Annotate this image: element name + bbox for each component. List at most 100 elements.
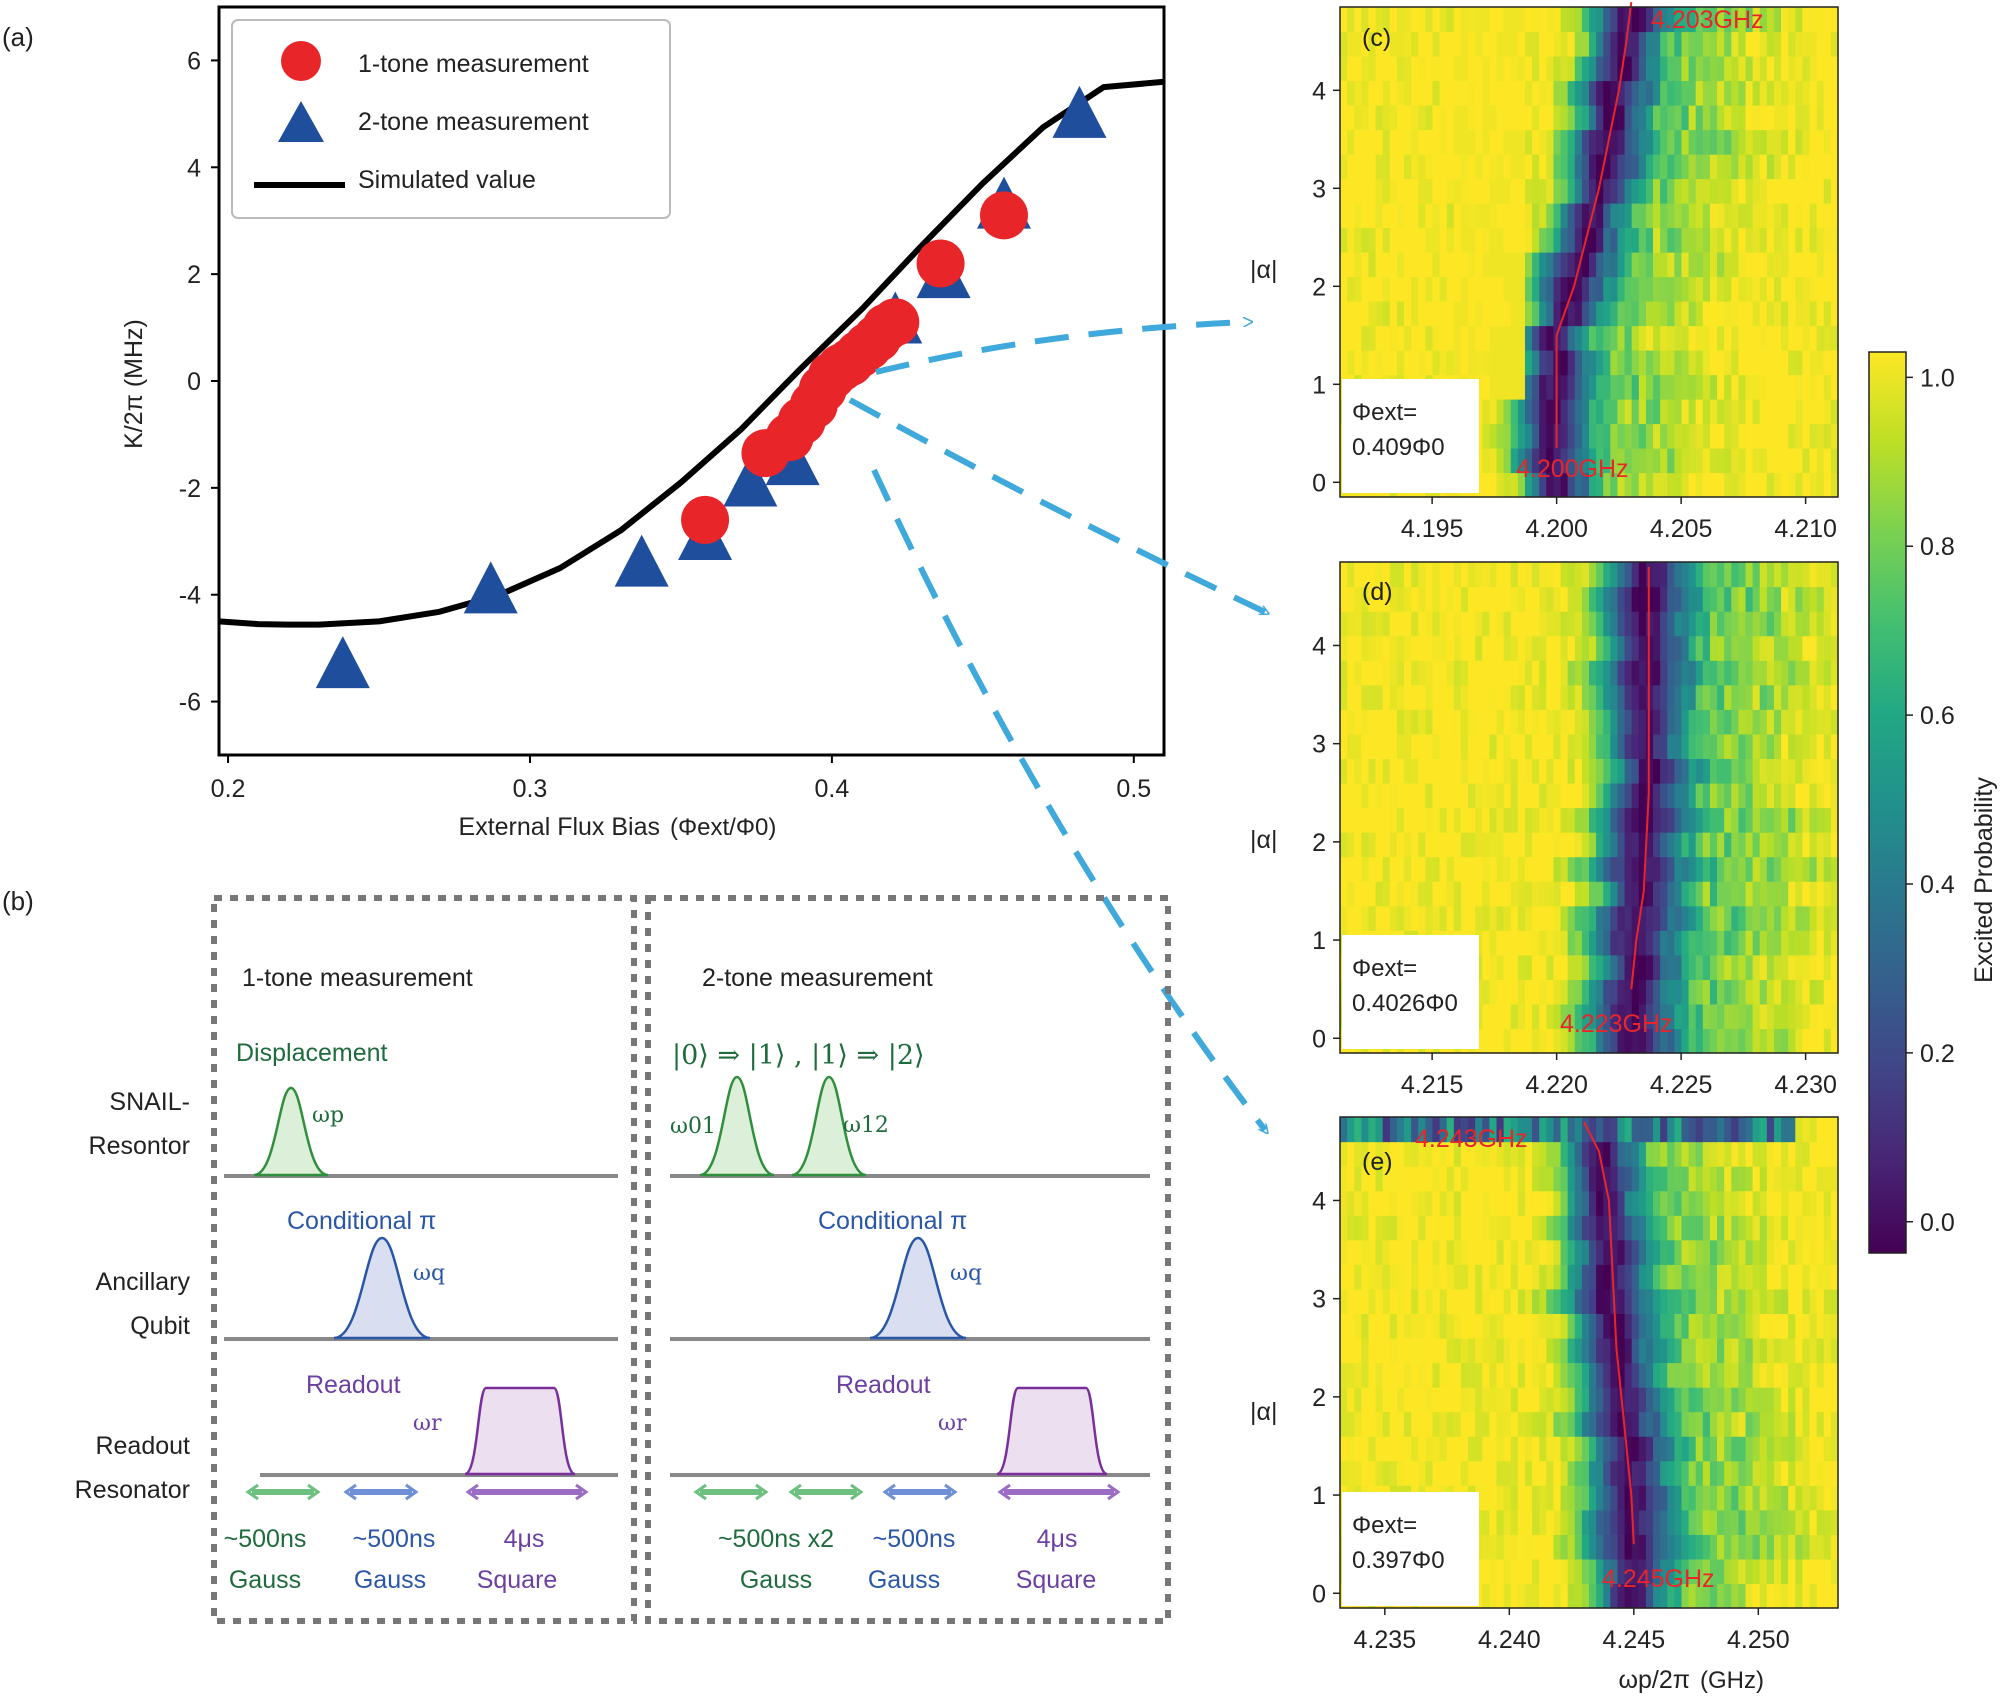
- heatmap-cell: [1532, 1387, 1540, 1413]
- heatmap-cell: [1510, 1460, 1519, 1486]
- heatmap-cell: [1482, 105, 1490, 131]
- heatmap-cell: [1660, 1215, 1668, 1241]
- heatmap-cell: [1752, 660, 1761, 686]
- heatmap-cell: [1389, 276, 1398, 302]
- heatmap-cell: [1524, 31, 1533, 57]
- heatmap-cell: [1610, 782, 1619, 809]
- colorbar-gradient: [1868, 351, 1907, 1254]
- heatmap-cell: [1681, 448, 1690, 474]
- heatmap-cell: [1624, 1337, 1633, 1364]
- heatmap-cell: [1496, 1534, 1505, 1560]
- heatmap-cell: [1340, 301, 1348, 327]
- heatmap-cell: [1631, 448, 1640, 474]
- heatmap-cell: [1745, 178, 1754, 204]
- heatmap-cell: [1830, 758, 1839, 784]
- heatmap-cell: [1361, 252, 1370, 278]
- heatmap-cell: [1830, 1509, 1839, 1535]
- heatmap-cell: [1439, 80, 1448, 106]
- heatmap-cell: [1731, 611, 1739, 637]
- heatmap-cell: [1489, 1362, 1498, 1388]
- heatmap-cell: [1731, 1436, 1739, 1462]
- heatmap-cell: [1581, 930, 1590, 956]
- heatmap-cell: [1781, 611, 1789, 637]
- heatmap-cell: [1368, 1239, 1377, 1265]
- heatmap-cell: [1340, 684, 1348, 710]
- heatmap-cell: [1788, 1264, 1796, 1290]
- heatmap-cell: [1631, 1239, 1640, 1265]
- heatmap-cell: [1546, 881, 1555, 907]
- heatmap-cell: [1674, 80, 1683, 106]
- heatmap-cell: [1596, 105, 1604, 131]
- arrow-to-panel-c: [875, 322, 1248, 375]
- heatmap-cell: [1503, 1509, 1512, 1535]
- heatmap-cell: [1816, 1558, 1825, 1585]
- heatmap-cell: [1482, 1411, 1490, 1437]
- heatmap-cell: [1688, 881, 1697, 907]
- heatmap-cell: [1446, 684, 1455, 710]
- heatmap-cell: [1347, 301, 1355, 327]
- heatmap-cell: [1674, 1509, 1683, 1535]
- heatmap-cell: [1581, 350, 1590, 376]
- heatmap-cell: [1354, 684, 1362, 710]
- heatmap-cell: [1347, 325, 1355, 351]
- heatmap-cell: [1560, 1485, 1569, 1511]
- heatmap-cell: [1517, 301, 1526, 327]
- heatmap-cell: [1795, 586, 1804, 612]
- heatmap-cell: [1596, 472, 1604, 498]
- heatmap-cell: [1795, 1583, 1804, 1609]
- heatmap-cell: [1354, 905, 1362, 931]
- heatmap-cell: [1638, 1117, 1647, 1143]
- right-box-frame: [645, 895, 1171, 1624]
- heatmap-cell: [1396, 1288, 1405, 1314]
- heatmap-cell: [1553, 1264, 1562, 1290]
- heatmap-cell: [1361, 807, 1370, 833]
- heatmap-cell: [1496, 758, 1505, 784]
- heatmap-cell: [1539, 1485, 1547, 1511]
- heatmap-cell: [1418, 252, 1426, 278]
- heatmap-cell: [1589, 129, 1597, 155]
- heatmap-cell: [1581, 684, 1590, 710]
- heatmap-cell: [1503, 1485, 1512, 1511]
- heatmap-cell: [1667, 1583, 1675, 1609]
- heatmap-cell: [1439, 1239, 1448, 1265]
- heatmap-cell: [1745, 1362, 1754, 1388]
- heatmap-cell: [1667, 979, 1675, 1005]
- heatmap-cell: [1439, 1166, 1448, 1192]
- heatmap-cell: [1475, 31, 1483, 57]
- heatmap-cell: [1475, 423, 1483, 449]
- heatmap-cell: [1688, 276, 1697, 302]
- heatmap-cell: [1354, 31, 1362, 57]
- heatmap-cell: [1589, 1534, 1597, 1560]
- heatmap-cell: [1638, 807, 1647, 833]
- heatmap-cell: [1546, 105, 1555, 131]
- heatmap-cell: [1539, 954, 1547, 980]
- heatmap-cell: [1404, 1362, 1412, 1388]
- heatmap-cell: [1688, 154, 1697, 180]
- heatmap-cell: [1809, 1509, 1818, 1535]
- heatmap-cell: [1468, 856, 1476, 882]
- heatmap-cell: [1752, 31, 1761, 57]
- heatmap-cell: [1809, 374, 1818, 400]
- heatmap-cell: [1667, 1387, 1675, 1413]
- heatmap-cell: [1503, 586, 1512, 612]
- heatmap-cell: [1745, 832, 1754, 858]
- heatmap-cell: [1524, 423, 1533, 449]
- heatmap-cell: [1354, 325, 1362, 351]
- heatmap-cell: [1446, 80, 1455, 106]
- heatmap-cell: [1631, 1558, 1640, 1585]
- heatmap-cell: [1631, 1436, 1640, 1462]
- heatmap-cell: [1781, 1436, 1789, 1462]
- heatmap-cell: [1596, 684, 1604, 710]
- heatmap-cell: [1752, 1288, 1761, 1314]
- heatmap-cell: [1731, 105, 1739, 131]
- heatmap-cell: [1489, 129, 1498, 155]
- heatmap-cell: [1802, 252, 1811, 278]
- heatmap-cell: [1425, 1239, 1434, 1265]
- heatmap-cell: [1589, 472, 1597, 498]
- heatmap-cell: [1702, 1117, 1711, 1143]
- heatmap-cell: [1717, 1239, 1725, 1265]
- heatmap-cell: [1610, 31, 1619, 57]
- heatmap-cell: [1759, 1264, 1768, 1290]
- heatmap-cell: [1653, 154, 1661, 180]
- panel-label-c: (c): [1362, 24, 1391, 52]
